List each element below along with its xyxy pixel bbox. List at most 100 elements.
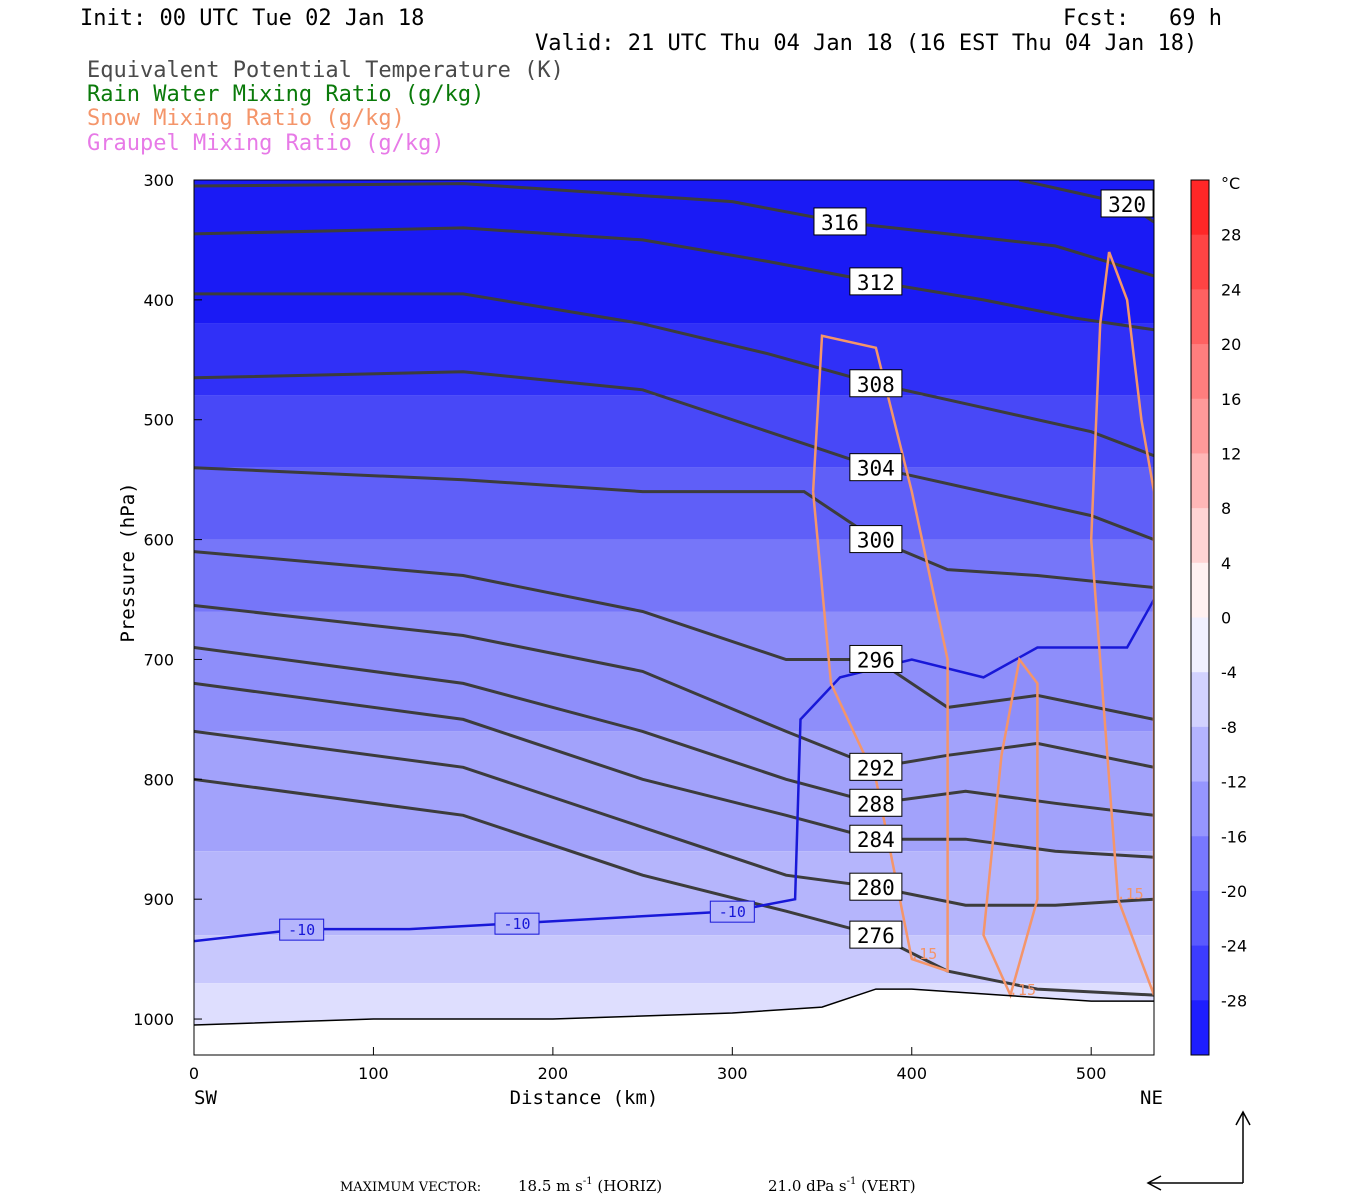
snow-mixing-label: .15 (1117, 885, 1144, 903)
colorbar-unit: °C (1221, 174, 1240, 193)
y-tick-label: 800 (143, 770, 174, 789)
x-tick-label: 100 (358, 1064, 389, 1083)
x-axis-title: Distance (km) (510, 1087, 659, 1109)
field-legend-rain: Rain Water Mixing Ratio (g/kg) (87, 82, 485, 107)
x-tick-label: 300 (717, 1064, 748, 1083)
below-ground-mask (194, 989, 1154, 1055)
theta-e-contour (194, 226, 1154, 332)
snow-mixing-contour (982, 656, 1039, 999)
colorbar-segment (1191, 890, 1209, 947)
isotherm-label: -10 (288, 921, 315, 939)
theta-e-label-box (1100, 189, 1154, 218)
colorbar-segment (1191, 726, 1209, 783)
theta-e-label-box (849, 644, 903, 673)
colorbar-segment (1191, 617, 1209, 673)
colorbar-tick-label: 24 (1221, 280, 1241, 299)
colorbar-segment (1191, 562, 1209, 618)
colorbar-segment (1191, 508, 1209, 564)
isotherm-label: -10 (719, 903, 746, 921)
theta-e-contour (194, 292, 1154, 458)
y-tick-label: 600 (143, 531, 174, 550)
snow-mixing-contour (811, 334, 949, 973)
colorbar-tick-label: 12 (1221, 444, 1241, 463)
theta-e-label: 280 (857, 876, 895, 900)
y-tick-label: 300 (143, 171, 174, 190)
theta-e-label-box (849, 872, 903, 901)
colorbar-segment (1191, 180, 1209, 236)
isotherm-label-box (494, 912, 540, 935)
temperature-shading-band (194, 935, 1154, 984)
temperature-shading-band (194, 851, 1154, 936)
max-vector-horiz: 18.5 m s-1 (HORIZ) (518, 1176, 662, 1195)
y-axis-title: Pressure (hPa) (117, 482, 139, 642)
theta-e-label: 292 (857, 756, 895, 780)
vector-key-arrows (1146, 1110, 1251, 1191)
colorbar-tick-label: -20 (1221, 882, 1247, 901)
colorbar-segment (1191, 1000, 1209, 1056)
theta-e-label: 316 (821, 211, 859, 235)
theta-e-contour (194, 729, 1154, 907)
max-vector-vert: 21.0 dPa s-1 (VERT) (768, 1176, 916, 1195)
colorbar-tick-label: 20 (1221, 335, 1241, 354)
colorbar-tick-label: 4 (1221, 554, 1231, 573)
snow-mixing-label: .15 (910, 945, 937, 963)
temperature-shading-band (194, 539, 1154, 612)
colorbar-segment (1191, 398, 1209, 454)
theta-e-label: 304 (857, 457, 895, 481)
colorbar-tick-label: 28 (1221, 226, 1241, 245)
colorbar-tick-label: -8 (1221, 718, 1237, 737)
temperature-shading-band (194, 395, 1154, 468)
theta-e-contour (194, 646, 1154, 817)
theta-e-label: 284 (857, 828, 895, 852)
init-time: Init: 00 UTC Tue 02 Jan 18 (80, 6, 425, 31)
valid-time: Valid: 21 UTC Thu 04 Jan 18 (16 EST Thu … (535, 31, 1198, 56)
theta-e-label-box (849, 752, 903, 781)
colorbar-segment (1191, 781, 1209, 837)
field-legend-snow: Snow Mixing Ratio (g/kg) (87, 106, 405, 131)
theta-e-contour (194, 370, 1154, 542)
forecast-hour: Fcst: 69 h (1063, 6, 1222, 31)
theta-e-label-box (849, 525, 903, 554)
colorbar-segment (1191, 672, 1209, 728)
theta-e-label: 300 (857, 529, 895, 553)
colorbar-tick-label: -12 (1221, 773, 1247, 792)
theta-e-label: 276 (857, 924, 895, 948)
surface-pressure-line (194, 988, 1154, 1026)
y-tick-label: 1000 (133, 1010, 174, 1029)
field-legend-thetae: Equivalent Potential Temperature (K) (87, 58, 564, 83)
x-end-right: NE (1140, 1087, 1163, 1109)
snow-mixing-label: .15 (1009, 981, 1036, 999)
theta-e-contour (194, 681, 1154, 859)
colorbar-segment (1191, 836, 1209, 892)
theta-e-contour (194, 604, 1154, 769)
theta-e-label-box (849, 920, 903, 949)
colorbar-tick-label: -28 (1221, 991, 1247, 1010)
x-tick-label: 0 (189, 1064, 199, 1083)
theta-e-label-box (849, 267, 903, 296)
colorbar-segment (1191, 289, 1209, 345)
theta-e-label: 312 (857, 271, 895, 295)
colorbar-tick-label: 0 (1221, 609, 1231, 628)
x-tick-label: 200 (538, 1064, 569, 1083)
colorbar-segment (1191, 344, 1209, 400)
colorbar-tick-label: 8 (1221, 499, 1231, 518)
y-tick-label: 900 (143, 890, 174, 909)
theta-e-label-box (849, 788, 903, 817)
theta-e-label: 308 (857, 373, 895, 397)
isotherm-label: -10 (503, 915, 530, 933)
temperature-shading-band (194, 323, 1154, 396)
temperature-shading-band (194, 180, 1154, 324)
x-tick-label: 500 (1076, 1064, 1107, 1083)
colorbar-segment (1191, 453, 1209, 509)
x-end-left: SW (194, 1087, 217, 1109)
colorbar-tick-label: -16 (1221, 827, 1247, 846)
theta-e-label-box (849, 824, 903, 853)
isotherm-minus10 (194, 598, 1154, 943)
y-tick-label: 500 (143, 411, 174, 430)
temperature-shading-band (194, 467, 1154, 540)
isotherm-label-box (279, 918, 325, 941)
x-tick-label: 400 (896, 1064, 927, 1083)
y-tick-label: 400 (143, 291, 174, 310)
colorbar-segment (1191, 234, 1209, 290)
